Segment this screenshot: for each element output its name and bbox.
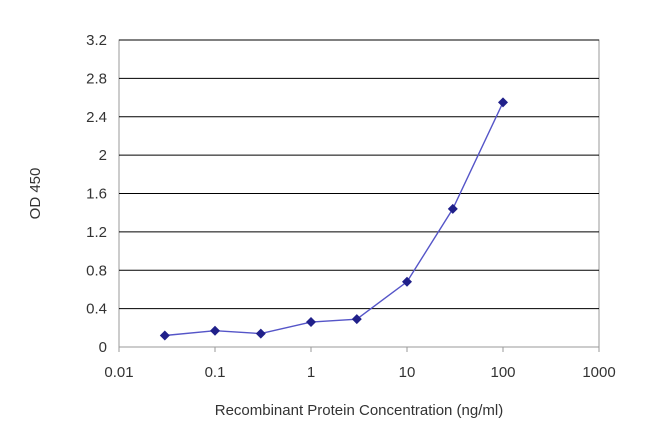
data-point-marker <box>402 276 412 287</box>
data-point-marker <box>498 97 508 108</box>
x-tick-label: 0.1 <box>205 364 226 381</box>
y-tick-label: 1.2 <box>86 224 107 241</box>
x-tick-label: 100 <box>490 364 515 381</box>
y-axis-ticks: 0 0.4 0.8 1.2 1.6 2 2.4 2.8 3.2 <box>86 32 107 356</box>
x-tick-label: 1000 <box>582 364 615 381</box>
x-tick-label: 10 <box>399 364 416 381</box>
data-point-marker <box>351 314 362 325</box>
x-tick-label: 1 <box>307 364 315 381</box>
data-point-marker <box>210 325 220 336</box>
y-tick-label: 2.4 <box>86 109 107 126</box>
y-tick-label: 3.2 <box>86 32 107 49</box>
data-point-marker <box>159 330 170 341</box>
y-tick-label: 1.6 <box>86 186 107 203</box>
y-tick-label: 2 <box>99 147 107 164</box>
x-axis-label: Recombinant Protein Concentration (ng/ml… <box>215 402 503 419</box>
x-tick-label: 0.01 <box>104 364 133 381</box>
x-axis-ticks: 0.01 0.1 1 10 100 1000 <box>104 347 616 381</box>
y-tick-label: 2.8 <box>86 70 107 87</box>
data-point-marker <box>306 317 316 328</box>
series-markers <box>159 97 508 341</box>
data-point-marker <box>255 328 266 339</box>
y-tick-label: 0 <box>99 339 107 356</box>
y-axis-label: OD 450 <box>27 168 44 220</box>
data-point-marker <box>447 203 458 214</box>
y-tick-label: 0.4 <box>86 301 107 318</box>
gridlines <box>119 39 599 310</box>
y-tick-label: 0.8 <box>86 262 107 279</box>
series-line <box>164 102 504 337</box>
